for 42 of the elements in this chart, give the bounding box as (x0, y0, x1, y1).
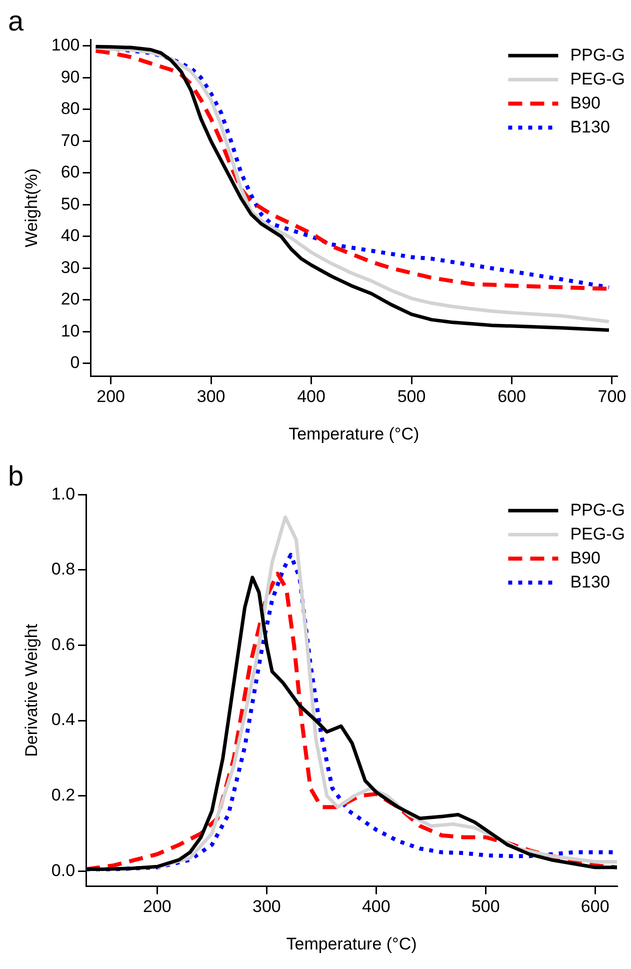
y-tick-label: 20 (60, 290, 80, 309)
x-axis-title: Temperature (°C) (288, 424, 420, 444)
y-axis-title: Derivative Weight (22, 624, 41, 757)
x-tick-label: 600 (498, 387, 526, 406)
y-tick-label: 0.0 (51, 860, 76, 880)
y-tick-label: 0.4 (51, 710, 76, 730)
legend-label: B130 (570, 117, 610, 136)
y-tick-label: 90 (60, 67, 80, 86)
y-tick-label: 60 (60, 162, 80, 182)
x-tick-label: 600 (580, 897, 610, 916)
y-tick-label: 1.0 (51, 484, 76, 504)
legend-label: B90 (570, 93, 600, 112)
y-tick-label: 0.6 (51, 634, 76, 654)
x-tick-label: 500 (397, 387, 426, 406)
x-tick-label: 300 (196, 387, 226, 406)
chart-title: a (8, 6, 24, 37)
x-axis-title: Temperature (°C) (286, 934, 417, 954)
legend-label: B90 (570, 548, 600, 568)
x-tick-label: 400 (297, 387, 326, 406)
legend-label: PPG-G (570, 45, 626, 64)
legend-label: B130 (570, 572, 610, 592)
y-tick-label: 50 (60, 194, 80, 214)
x-tick-label: 200 (96, 387, 125, 406)
y-tick-label: 70 (60, 130, 80, 150)
x-tick-label: 700 (598, 387, 626, 406)
legend-label: PEG-G (570, 524, 626, 544)
legend-label: PEG-G (570, 69, 626, 88)
y-tick-label: 40 (60, 226, 80, 246)
y-tick-label: 0.8 (51, 560, 76, 579)
y-axis-title: Weight(%) (22, 168, 41, 248)
chart-title: b (8, 460, 24, 492)
x-tick-label: 300 (252, 897, 281, 916)
y-tick-label: 30 (60, 258, 80, 277)
y-tick-label: 100 (51, 36, 80, 55)
y-tick-label: 0.2 (51, 786, 76, 805)
x-tick-label: 400 (362, 897, 390, 916)
y-tick-label: 80 (60, 99, 80, 118)
y-tick-label: 10 (60, 321, 80, 340)
x-tick-label: 200 (143, 897, 172, 916)
x-tick-label: 500 (471, 897, 500, 916)
y-tick-label: 0 (70, 353, 80, 372)
legend-label: PPG-G (570, 500, 626, 520)
